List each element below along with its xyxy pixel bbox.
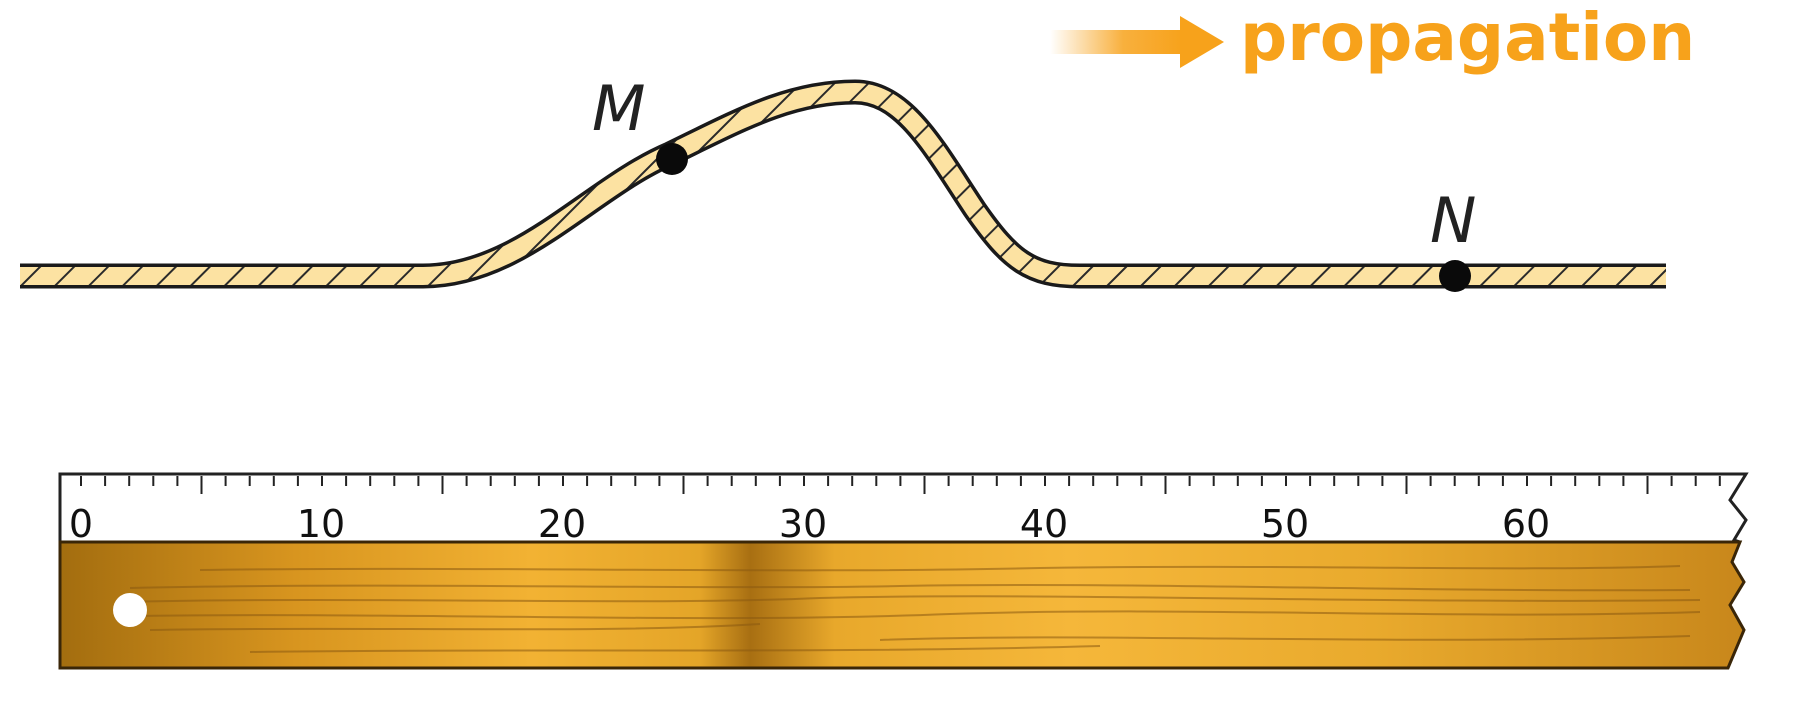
propagation-arrow-head [1180, 16, 1224, 68]
ruler-hole [113, 593, 147, 627]
ruler-ticks [80, 476, 1721, 494]
propagation-label: propagation [1240, 0, 1695, 76]
ruler-label-20: 20 [538, 502, 586, 546]
propagation-arrow-shaft [1050, 30, 1183, 54]
point-m: M [592, 72, 688, 175]
ruler-label-0: 0 [69, 502, 93, 546]
point-m-dot [656, 143, 688, 175]
point-n-dot [1439, 260, 1471, 292]
ruler-label-10: 10 [297, 502, 345, 546]
rope-body [20, 83, 1666, 285]
wood-grain [119, 565, 1701, 653]
ruler-label-60: 60 [1502, 502, 1550, 546]
ruler-tick-labels: 0 10 20 30 40 50 60 [69, 502, 1550, 546]
ruler: 0 10 20 30 40 50 60 [58, 472, 1749, 670]
propagation-indicator: propagation [1050, 0, 1695, 76]
ruler-label-40: 40 [1020, 502, 1068, 546]
point-n: N [1430, 184, 1476, 292]
ruler-label-50: 50 [1261, 502, 1309, 546]
rope [20, 79, 1666, 289]
point-m-label: M [592, 72, 646, 145]
rope-outline [20, 79, 1666, 289]
point-n-label: N [1430, 184, 1476, 257]
ruler-label-30: 30 [779, 502, 827, 546]
ruler-wood-body [58, 540, 1746, 670]
